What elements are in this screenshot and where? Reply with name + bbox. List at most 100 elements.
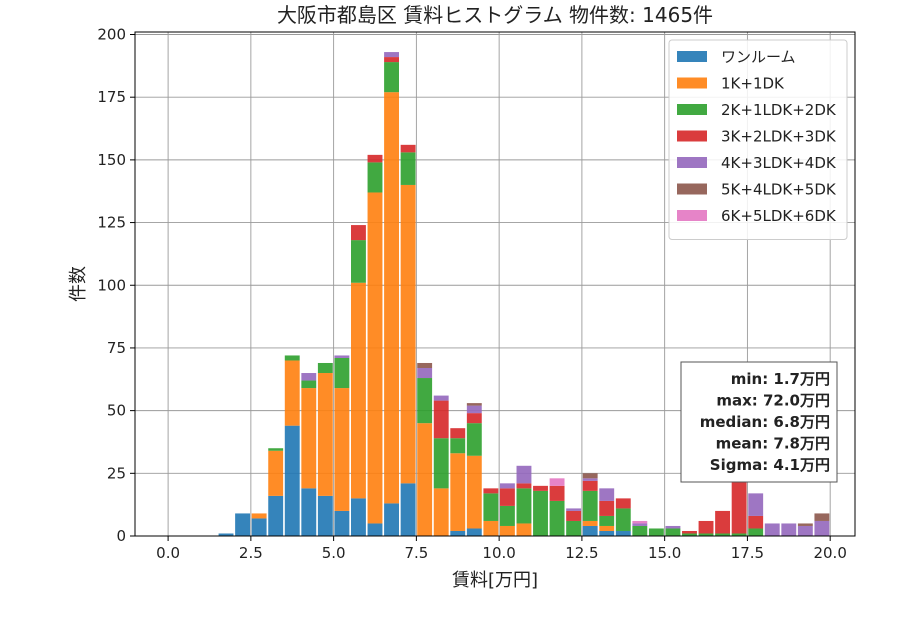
legend: ワンルーム 1K+1DK 2K+1LDK+2DK 3K+2LDK+3DK 4K+3LDK…: [668, 39, 848, 240]
bar-segment-s2-b7: [334, 357, 350, 389]
bar-segment-s4-b27: [665, 525, 681, 529]
bar-segment-s1-b9: [367, 192, 383, 524]
bar-segment-s5-b35: [797, 523, 813, 526]
bar-segment-s1-b6: [317, 373, 333, 496]
y-tick-label: 200: [97, 26, 126, 44]
bar-segment-s4-b21: [566, 508, 582, 511]
stats-frame: [680, 361, 838, 483]
bar-segment-s0-b4: [284, 425, 300, 536]
bar-segment-s0-b8: [351, 498, 366, 536]
legend-label: 3K+2LDK+3DK: [721, 128, 837, 146]
x-tick-label: 20.0: [813, 544, 846, 562]
bar-segment-s0-b15: [466, 528, 482, 536]
bar-segment-s1-b7: [334, 388, 350, 511]
bar-segment-s1-b10: [384, 92, 399, 504]
bar-segment-s4-b7: [334, 355, 350, 358]
y-tick-label: 50: [107, 402, 126, 420]
legend-swatch: [677, 77, 707, 89]
bar-segment-s3-b21: [566, 510, 582, 521]
bar-segment-s3-b23: [599, 500, 615, 516]
legend-label: 6K+5LDK+6DK: [721, 207, 837, 225]
y-tick-label: 175: [97, 88, 126, 106]
legend-label: ワンルーム: [721, 48, 796, 66]
bar-segment-s4-b10: [384, 52, 399, 58]
y-tick-label: 75: [107, 339, 126, 357]
bar-segment-s1-b12: [417, 423, 433, 536]
bar-segment-s2-b11: [400, 152, 416, 185]
bar-segment-s1-b11: [400, 184, 416, 484]
bar-segment-s1-b2: [251, 513, 267, 519]
bar-segment-s2-b24: [615, 508, 631, 531]
x-tick-label: 17.5: [731, 544, 764, 562]
bar-segment-s3-b14: [450, 428, 466, 439]
legend-label: 5K+4LDK+5DK: [721, 181, 837, 199]
chart-title: 大阪市都島区 賃料ヒストグラム 物件数: 1465件: [277, 3, 713, 27]
bar-segment-s1-b13: [433, 488, 449, 536]
bar-segment-s0-b10: [384, 503, 399, 536]
x-axis-label: 賃料[万円]: [452, 570, 538, 591]
x-tick-label: 2.5: [239, 544, 263, 562]
bar-segment-s3-b9: [367, 154, 383, 163]
legend-swatch: [677, 51, 707, 62]
bar-segment-s2-b25: [632, 525, 648, 536]
bar-segment-s3-b28: [682, 530, 697, 534]
y-tick-label: 100: [97, 276, 126, 294]
bar-segment-s3-b8: [351, 225, 366, 241]
bar-segment-s1-b5: [301, 388, 317, 489]
bar-segment-s2-b20: [549, 500, 565, 536]
bar-segment-s2-b19: [533, 490, 548, 536]
legend-swatch: [677, 183, 707, 195]
bar-segment-s0-b23: [599, 530, 615, 536]
bar-segment-s2-b10: [384, 62, 399, 93]
x-tick-label: 12.5: [565, 544, 598, 562]
bar-segment-s3-b17: [499, 488, 515, 506]
plot-frame: [134, 31, 856, 537]
bar-segment-s1-b14: [450, 453, 466, 531]
bar-segment-s0-b6: [317, 495, 333, 536]
grid: [135, 32, 855, 537]
bar-segment-s1-b23: [599, 525, 615, 531]
x-tick-label: 7.5: [404, 544, 428, 562]
bar-segment-s3-b22: [582, 480, 598, 491]
bar-segment-s3-b32: [748, 515, 764, 529]
bar-segment-s3-b30: [715, 510, 731, 534]
y-axis-label: 件数: [68, 266, 89, 302]
bar-segment-s2-b21: [566, 520, 582, 536]
stats-line: min: 1.7万円: [731, 370, 830, 388]
legend-label: 2K+1LDK+2DK: [721, 101, 837, 119]
bar-segment-s2-b14: [450, 438, 466, 454]
bar-segment-s2-b32: [748, 528, 764, 536]
bar-segment-s1-b8: [351, 282, 366, 499]
bar-segment-s2-b27: [665, 528, 681, 536]
bar-segment-s4-b23: [599, 488, 615, 501]
bar-segment-s5-b36: [814, 513, 830, 521]
bar-segment-s6-b20: [549, 478, 565, 486]
bar-segment-s0-b11: [400, 483, 416, 536]
bar-segment-s2-b28: [682, 533, 697, 536]
bar-segment-s2-b26: [648, 528, 664, 536]
legend-swatch: [677, 210, 707, 221]
bar-segment-s4-b36: [814, 520, 830, 536]
bar-segment-s4-b32: [748, 493, 764, 516]
bar-segment-s0-b2: [251, 518, 267, 536]
bar-segment-s2-b3: [268, 448, 284, 451]
stats-line: max: 72.0万円: [716, 392, 830, 410]
bar-segment-s1-b16: [483, 520, 499, 536]
stats-line: mean: 7.8万円: [716, 435, 830, 453]
legend-label: 4K+3LDK+4DK: [721, 154, 837, 172]
bar-segment-s2-b29: [698, 533, 714, 536]
bar-segment-s2-b16: [483, 493, 499, 521]
bar-segment-s3-b19: [533, 485, 548, 491]
bar-segment-s3-b29: [698, 520, 714, 534]
x-tick-label: 15.0: [648, 544, 681, 562]
stats-box: min: 1.7万円 max: 72.0万円 median: 6.8万円 mean: …: [680, 361, 838, 483]
legend-swatch: [677, 130, 707, 142]
bar-segment-s6-b25: [632, 520, 648, 524]
bar-segment-s4-b35: [797, 525, 813, 536]
bar-segment-s2-b13: [433, 438, 449, 489]
bar-segment-s2-b30: [715, 533, 731, 536]
bar-segment-s4-b13: [433, 395, 449, 401]
y-tick-label: 150: [97, 151, 126, 169]
legend-swatch: [677, 104, 707, 115]
